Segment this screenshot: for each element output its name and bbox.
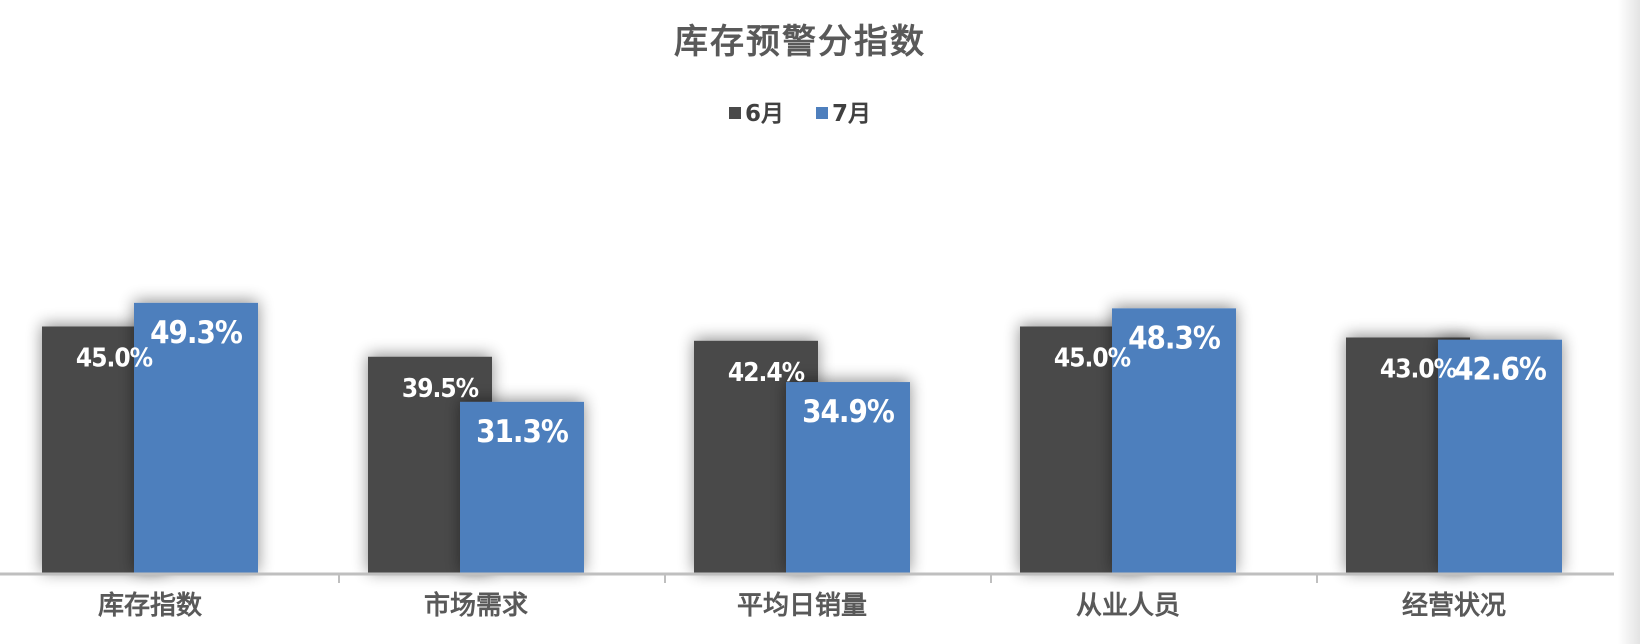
legend-swatch-june <box>728 106 741 119</box>
bar-july-1 <box>460 401 584 574</box>
data-label-july-4: 42.6% <box>1454 352 1547 388</box>
category-label-2: 平均日销量 <box>737 591 867 621</box>
data-label-june-4: 43.0% <box>1380 355 1457 385</box>
category-label-1: 市场需求 <box>424 590 528 621</box>
data-label-june-1: 39.5% <box>402 374 479 404</box>
bar-july-4 <box>1438 339 1562 574</box>
data-label-july-0: 49.3% <box>150 315 243 351</box>
data-label-june-2: 42.4% <box>728 358 805 388</box>
legend-label-july: 7月 <box>832 101 872 127</box>
chart-legend: 6月 7月 <box>0 94 1600 128</box>
legend-swatch-july <box>816 106 828 119</box>
data-label-july-3: 48.3% <box>1128 320 1221 356</box>
data-label-june-0: 45.0% <box>76 344 153 374</box>
bar-july-0 <box>134 302 258 574</box>
right-edge-shade <box>1618 0 1640 644</box>
category-label-0: 库存指数 <box>98 591 203 621</box>
data-label-july-1: 31.3% <box>476 414 569 450</box>
legend-item-june: 6月 <box>728 94 784 128</box>
category-label-4: 经营状况 <box>1402 590 1506 621</box>
category-label-3: 从业人员 <box>1076 591 1180 621</box>
legend-label-june: 6月 <box>744 101 784 127</box>
bar-july-2 <box>786 382 910 574</box>
data-label-july-2: 34.9% <box>802 394 895 430</box>
legend-item-july: 7月 <box>816 94 871 128</box>
data-label-june-3: 45.0% <box>1054 344 1131 374</box>
bar-july-3 <box>1112 308 1236 574</box>
chart-title: 库存预警分指数 <box>674 22 926 62</box>
